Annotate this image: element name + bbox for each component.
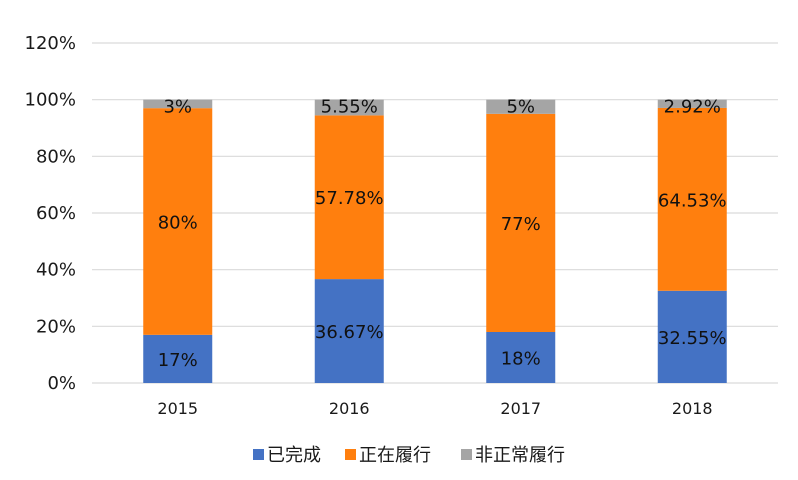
bar-segment <box>486 113 556 332</box>
y-tick-label: 80% <box>36 146 76 167</box>
y-tick-label: 60% <box>36 203 76 224</box>
bar-segment <box>314 279 384 383</box>
legend-swatch <box>253 449 264 460</box>
y-tick-label: 100% <box>25 90 76 111</box>
bar-segment <box>143 108 213 335</box>
bar-segment <box>314 115 384 280</box>
y-tick-label: 120% <box>25 33 76 54</box>
y-axis: 0% 20% 40% 60% 80% 100% 120% <box>25 33 76 394</box>
data-label: 57.78% <box>315 188 384 209</box>
legend-label: 正在履行 <box>359 445 431 466</box>
x-tick-label: 2018 <box>672 399 713 418</box>
data-label: 2.92% <box>664 97 721 118</box>
bars: 17% 80% 3% 36.67% 57.78% 5.55% 18% 77% 5% 32.55% 6… <box>143 97 727 383</box>
bar-segment <box>486 99 556 114</box>
x-tick-label: 2016 <box>329 399 370 418</box>
data-label: 32.55% <box>658 328 727 349</box>
bar-segment <box>314 99 384 116</box>
data-label: 17% <box>158 350 198 371</box>
data-label: 5% <box>506 97 535 118</box>
data-label: 5.55% <box>321 97 378 118</box>
legend-label: 非正常履行 <box>475 445 565 466</box>
y-tick-label: 40% <box>36 260 76 281</box>
y-tick-label: 0% <box>47 373 76 394</box>
bar-segment <box>143 99 213 109</box>
data-label: 18% <box>501 349 541 370</box>
legend-label: 已完成 <box>267 445 321 466</box>
data-label: 80% <box>158 213 198 234</box>
x-axis: 2015 2016 2017 2018 <box>157 399 712 418</box>
x-tick-label: 2015 <box>157 399 198 418</box>
bar-segment <box>657 107 727 291</box>
y-tick-label: 20% <box>36 316 76 337</box>
legend-swatch <box>461 449 472 460</box>
bar-segment <box>657 99 727 108</box>
bar-segment <box>657 290 727 383</box>
legend: 已完成 正在履行 非正常履行 <box>253 445 565 466</box>
data-label: 36.67% <box>315 322 384 343</box>
x-tick-label: 2017 <box>500 399 541 418</box>
data-label: 3% <box>163 97 192 118</box>
data-label: 77% <box>501 214 541 235</box>
bar-segment <box>486 332 556 383</box>
legend-swatch <box>345 449 356 460</box>
data-label: 64.53% <box>658 190 727 211</box>
bar-segment <box>143 334 213 383</box>
